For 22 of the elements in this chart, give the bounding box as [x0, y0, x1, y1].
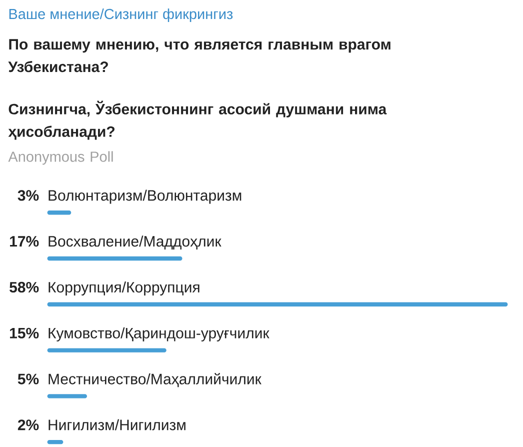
y-tick-label: Восхваление/Маддоҳлик: [48, 236, 222, 250]
bar: [47, 440, 64, 444]
data-label: 5%: [18, 374, 39, 384]
text: Сизнингча, Ўзбекистоннинг асосий душмани нима ҳисобланади?: [8, 100, 387, 140]
text: Anonymous Poll: [8, 151, 113, 165]
chart-title: Ваше мнение/Сизнинг фикрингиз: [9, 8, 233, 22]
bar: [47, 256, 182, 261]
bar: [47, 210, 72, 215]
y-tick-label: Кумовство/Қариндош-уруғчилик: [48, 327, 270, 342]
data-label: 17%: [10, 236, 39, 247]
y-tick-label: Местничество/Маҳаллийчилик: [48, 373, 262, 388]
bar: [47, 348, 166, 352]
data-label: 58%: [10, 282, 39, 293]
y-tick-label: Волюнтаризм/Волюнтаризм: [48, 190, 242, 204]
y-tick-label: Коррупция/Коррупция: [48, 282, 200, 296]
data-label: 3%: [18, 190, 39, 201]
data-label: 2%: [18, 420, 39, 430]
bar: [47, 302, 508, 306]
bar: [47, 394, 87, 398]
y-tick-label: Нигилизм/Нигилизм: [48, 419, 186, 430]
data-label: 15%: [10, 328, 39, 338]
chart-subtitle: По вашему мнению, что является главным врагом Узбекистана?: [8, 39, 390, 72]
